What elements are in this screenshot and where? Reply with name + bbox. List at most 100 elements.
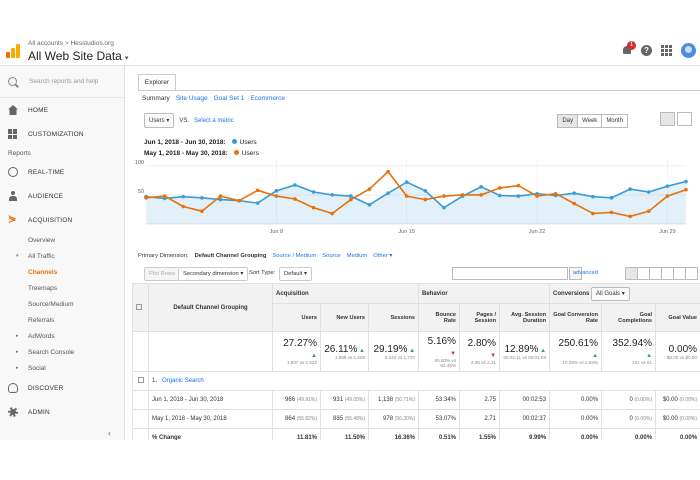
data-point <box>479 184 483 189</box>
sidebar-item-discover[interactable]: DISCOVER <box>0 376 124 400</box>
select-all-checkbox[interactable] <box>136 303 142 310</box>
table-cell: 00:02:37 <box>499 409 551 429</box>
data-point <box>349 197 353 202</box>
search-icon <box>8 77 17 86</box>
collapse-sidebar-icon[interactable]: ‹ <box>108 428 111 438</box>
goals-select[interactable]: All Goals ▾ <box>591 287 630 301</box>
column-header-goal-completions[interactable]: Goal Completions <box>601 303 657 332</box>
sidebar-label: Social <box>28 364 46 372</box>
dimension-source-link[interactable]: Source <box>322 253 341 259</box>
total-cell: 0.00% $0.00 vs $0.00 <box>655 331 700 372</box>
notification-badge: 1 <box>627 41 636 50</box>
sidebar-label: ADMIN <box>28 408 50 416</box>
dimension-source-medium-link[interactable]: Source / Medium <box>272 253 317 259</box>
primary-dimension-label: Primary Dimension: <box>138 253 189 259</box>
subtab-site-usage[interactable]: Site Usage <box>175 95 208 102</box>
dimension-header[interactable]: Default Channel Grouping <box>148 283 273 332</box>
sidebar-item-referrals[interactable]: Referrals <box>28 316 55 324</box>
table-cell: 966 (49.91%) <box>272 390 321 410</box>
motion-chart-icon[interactable] <box>677 112 692 126</box>
increase-arrow-icon: ▲ <box>357 347 365 354</box>
sidebar-item-all-traffic[interactable]: ▾ All Traffic <box>0 248 124 264</box>
subtab-goal-set-1[interactable]: Goal Set 1 <box>213 95 245 102</box>
sidebar-item-treemaps[interactable]: Treemaps <box>28 284 58 292</box>
period-week-button[interactable]: Week <box>577 114 603 128</box>
cell-percent: (50.71%) <box>394 397 416 403</box>
sort-type-select[interactable]: Default ▾ <box>279 267 312 281</box>
sidebar-item-realtime[interactable]: REAL-TIME <box>0 160 124 184</box>
select-metric-link[interactable]: Select a metric <box>194 117 234 124</box>
search-icon[interactable] <box>569 267 582 280</box>
dimension-medium-link[interactable]: Medium <box>346 253 368 259</box>
users-line-chart: 100 50 Jun 8 Jun 15 Jun 22 Jun 29 <box>135 160 688 235</box>
line-chart-icon[interactable] <box>660 112 675 126</box>
table-cell: 11.81% <box>272 428 321 440</box>
organic-search-link[interactable]: Organic Search <box>162 378 204 384</box>
total-cell: 12.89% ▲ 00:02:11 vs 00:01:56 <box>499 331 551 372</box>
sidebar-item-channels[interactable]: Channels <box>28 268 58 276</box>
sidebar-search[interactable]: Search reports and help <box>0 66 124 98</box>
explorer-subtabs: Summary Site Usage Goal Set 1 Ecommerce <box>142 95 285 102</box>
breadcrumb[interactable]: All accounts > Hesstudios.org <box>28 40 114 47</box>
column-header-goal-value[interactable]: Goal Value <box>655 303 700 332</box>
sidebar-item-source-medium[interactable]: Source/Medium <box>28 300 74 308</box>
sidebar-item-acquisition[interactable]: ⋟ ACQUISITION <box>0 208 124 232</box>
column-header-bounce-rate[interactable]: Bounce Rate <box>418 303 461 332</box>
column-header-users[interactable]: Users <box>272 303 321 332</box>
advanced-filter-link[interactable]: advanced <box>572 270 598 276</box>
help-icon[interactable]: ? <box>641 45 652 56</box>
column-header-new-users[interactable]: New Users <box>320 303 369 332</box>
cell-value: 1.55% <box>479 435 497 440</box>
column-header-avg-session-duration[interactable]: Avg. Session Duration <box>499 303 551 332</box>
sidebar-item-social[interactable]: ▸ Social <box>0 360 124 376</box>
total-comparison: $0.00 vs $0.00 <box>666 354 698 360</box>
notifications-bell-icon[interactable]: 1 <box>622 41 636 56</box>
row-checkbox[interactable] <box>137 377 144 383</box>
sidebar-item-overview[interactable]: Overview <box>28 236 56 244</box>
period-day-button[interactable]: Day <box>557 114 579 128</box>
tab-explorer[interactable]: Explorer <box>138 74 176 90</box>
subtab-ecommerce[interactable]: Ecommerce <box>250 95 286 102</box>
data-point <box>479 193 483 197</box>
sidebar-item-adwords[interactable]: ▸ AdWords <box>0 328 124 344</box>
total-change-value: 352.94% ▲ <box>605 338 652 360</box>
data-point <box>423 189 428 193</box>
plot-rows-button[interactable]: Plot Rows <box>144 267 181 281</box>
pivot-view-icon[interactable] <box>685 267 698 280</box>
column-header-pages-session[interactable]: Pages / Session <box>459 303 501 332</box>
data-point <box>442 194 446 198</box>
data-point <box>367 203 372 207</box>
secondary-dimension-select[interactable]: Secondary dimension ▾ <box>178 267 249 281</box>
sidebar-item-home[interactable]: HOME <box>0 98 124 122</box>
analytics-logo-icon[interactable] <box>6 44 20 58</box>
account-title: All Web Site Data <box>28 49 122 63</box>
cell-value: 9.99% <box>529 435 547 440</box>
apps-grid-icon[interactable] <box>661 45 672 56</box>
sidebar-item-customization[interactable]: CUSTOMIZATION <box>0 122 124 146</box>
top-bar: All accounts > Hesstudios.org All Web Si… <box>0 36 700 66</box>
sidebar-item-search-console[interactable]: ▸ Search Console <box>0 344 124 360</box>
data-point <box>237 198 241 203</box>
sidebar-item-admin[interactable]: ADMIN <box>0 400 124 424</box>
column-header-sessions[interactable]: Sessions <box>367 303 420 332</box>
data-point <box>684 187 688 192</box>
sidebar-item-audience[interactable]: AUDIENCE <box>0 184 124 208</box>
data-point <box>460 193 465 197</box>
subtab-summary[interactable]: Summary <box>142 95 170 102</box>
account-selector[interactable]: All Web Site Data ▾ <box>28 49 128 63</box>
data-point <box>255 188 260 193</box>
table-search-input[interactable] <box>452 267 568 280</box>
total-change-value: 250.61% ▲ <box>553 338 598 360</box>
user-avatar[interactable] <box>681 43 696 58</box>
dimension-other-link[interactable]: Other ▾ <box>373 253 393 259</box>
period-month-button[interactable]: Month <box>601 114 628 128</box>
data-point <box>386 169 390 174</box>
row-label: May 1, 2018 - May 30, 2018 <box>148 409 273 429</box>
conversions-label: Conversions <box>553 291 590 297</box>
column-header-goal-conversion-rate[interactable]: Goal Conversion Rate <box>549 303 603 332</box>
data-point <box>646 190 651 194</box>
data-point <box>609 196 614 200</box>
total-comparison: 2.35 vs 2.31 <box>470 360 497 365</box>
data-point <box>181 204 186 209</box>
metric-select[interactable]: Users ▾ <box>144 113 175 128</box>
